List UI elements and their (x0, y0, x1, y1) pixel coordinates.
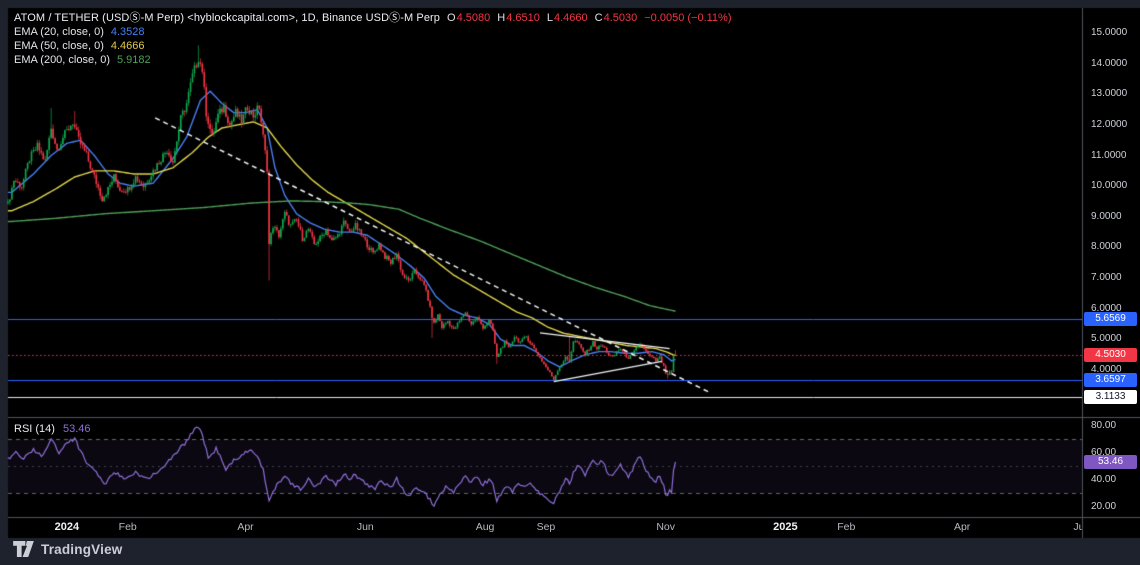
price-axis-tick: 14.0000 (1091, 57, 1128, 69)
price-axis-tick: 5.0000 (1091, 333, 1122, 345)
low-label: L (546, 12, 553, 24)
time-axis-tick: Apr (237, 521, 254, 533)
rsi-axis-tick: 40.00 (1091, 473, 1117, 485)
high-label: H (497, 12, 506, 24)
price-axis-tick: 11.0000 (1091, 149, 1127, 161)
time-axis-tick: Feb (118, 521, 137, 533)
rsi-axis-badge: 53.46 (1084, 454, 1137, 469)
price-axis-tick: 9.0000 (1091, 210, 1122, 222)
chart-legend: ATOM / TETHER (USDⓈ-M Perp) <hyblockcapi… (14, 11, 732, 67)
tradingview-logo-icon[interactable] (13, 541, 34, 557)
ema-value-2: 5.9182 (117, 54, 151, 66)
ema20-label: EMA (20, close, 0) (14, 26, 104, 38)
price-axis-tick: 15.0000 (1091, 27, 1128, 38)
price-axis-tick: 4.0000 (1091, 364, 1122, 376)
price-axis[interactable]: 15.0000 14.0000 13.0000 12.0000 11.0000 10.00… (1083, 8, 1140, 538)
ema50-label: EMA (50, close, 0) (14, 40, 104, 52)
price-axis-tick: 6.0000 (1091, 302, 1122, 314)
price-axis-badge: 3.6597 (1084, 373, 1137, 388)
rsi-axis-tick: 80.00 (1091, 420, 1117, 431)
price-axis-tick: 7.0000 (1091, 272, 1122, 284)
rsi-indicator-row[interactable]: RSI (14) 53.46 (14, 423, 91, 435)
low-value: 4.4660 (553, 12, 588, 24)
symbol-title: ATOM / TETHER (USDⓈ-M Perp) <hyblockcapi… (14, 12, 441, 24)
time-axis-tick: Feb (837, 521, 856, 533)
rsi-axis-tick: 60.00 (1091, 446, 1117, 458)
price-axis-tick: 12.0000 (1091, 118, 1128, 130)
pane-separator-handle[interactable] (8, 414, 1082, 421)
price-axis-badge: 4.5030 (1084, 347, 1137, 362)
price-axis-badge: 3.1133 (1084, 390, 1137, 405)
footer: TradingView (13, 541, 122, 557)
time-axis-tick: Sep (536, 521, 556, 533)
tradingview-brand[interactable]: TradingView (41, 541, 123, 557)
time-axis[interactable]: 2024 Feb Apr Jun Aug Sep Nov 2025 Feb Apr Jun (8, 518, 1082, 537)
change-value: −0.0050 (−0.11%) (644, 12, 732, 24)
time-axis-tick: Aug (475, 521, 495, 533)
time-axis-tick: Jun (356, 521, 374, 533)
open-label: O (447, 12, 456, 24)
time-axis-tick: Nov (656, 521, 675, 533)
rsi-value: 53.46 (62, 423, 91, 435)
price-axis-tick: 13.0000 (1091, 88, 1128, 100)
indicator-ema50-row[interactable]: EMA (50, close, 0) 4.4666 (14, 39, 732, 53)
close-label: C (594, 12, 603, 24)
price-axis-tick: 10.0000 (1091, 180, 1128, 192)
open-value: 4.5080 (456, 12, 491, 24)
price-axis-tick: 8.0000 (1091, 241, 1122, 253)
high-value: 4.6510 (506, 12, 540, 24)
rsi-axis-tick: 20.00 (1091, 500, 1117, 512)
time-axis-tick: Jun (1073, 521, 1082, 533)
ema-value-1: 4.4666 (110, 40, 145, 52)
close-value: 4.5030 (603, 12, 638, 24)
price-axis-badge: 5.6569 (1084, 312, 1137, 327)
rsi-label: RSI (14) (14, 423, 55, 435)
indicator-ema20-row[interactable]: EMA (20, close, 0) 4.3528 (14, 25, 732, 39)
time-axis-tick: Apr (953, 521, 971, 533)
time-axis-tick: 2025 (773, 521, 798, 533)
time-axis-tick: 2024 (54, 521, 80, 533)
ema-value-0: 4.3528 (110, 26, 145, 38)
symbol-title-row[interactable]: ATOM / TETHER (USDⓈ-M Perp) <hyblockcapi… (14, 11, 732, 25)
indicator-ema200-row[interactable]: EMA (200, close, 0) 5.9182 (14, 53, 732, 67)
ema200-label: EMA (200, close, 0) (14, 54, 110, 66)
